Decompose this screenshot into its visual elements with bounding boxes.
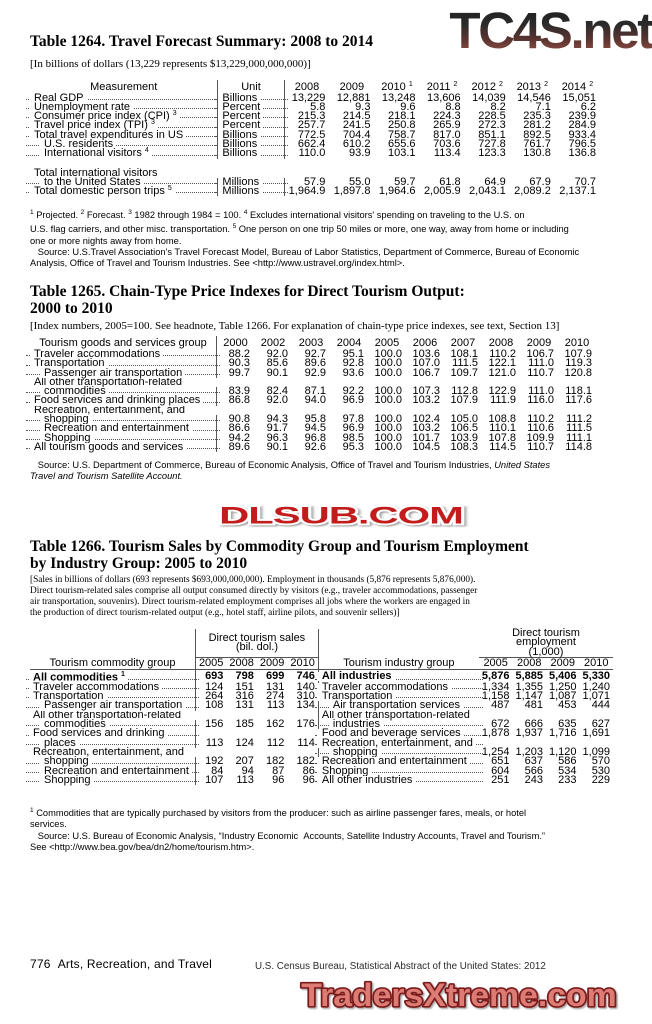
svg-text:TradersXtreme.com: TradersXtreme.com <box>301 979 616 1014</box>
svg-text:DLSUB.COM: DLSUB.COM <box>219 502 463 529</box>
